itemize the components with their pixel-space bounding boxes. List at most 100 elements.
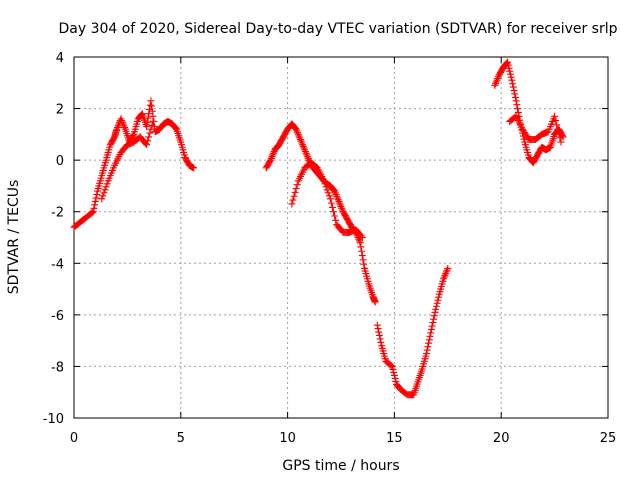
data-point xyxy=(333,192,341,200)
data-point xyxy=(359,256,367,264)
data-point xyxy=(297,137,305,145)
data-point xyxy=(387,362,395,370)
data-point xyxy=(102,183,110,191)
y-tick-label: 0 xyxy=(56,154,64,169)
data-point xyxy=(269,151,277,159)
data-point xyxy=(492,80,500,88)
data-point xyxy=(552,117,560,125)
data-point xyxy=(512,97,520,105)
data-point xyxy=(291,188,299,196)
data-point xyxy=(149,117,157,125)
data-point xyxy=(494,73,502,81)
data-point xyxy=(299,141,307,149)
data-point xyxy=(304,154,312,162)
data-point xyxy=(551,112,559,120)
x-tick-label: 10 xyxy=(279,431,296,446)
data-point xyxy=(90,204,98,212)
data-point xyxy=(268,153,276,161)
data-point xyxy=(333,194,341,202)
data-point xyxy=(511,90,519,98)
data-point xyxy=(294,129,302,137)
data-point xyxy=(144,114,152,122)
data-point xyxy=(336,201,344,209)
data-point xyxy=(358,247,366,255)
x-axis-label: GPS time / hours xyxy=(282,458,399,474)
data-point xyxy=(146,101,154,109)
data-point xyxy=(121,123,129,131)
data-point xyxy=(320,177,328,185)
data-point xyxy=(510,87,518,95)
data-point xyxy=(145,110,153,118)
data-point xyxy=(555,129,563,137)
data-point xyxy=(511,93,519,101)
data-point xyxy=(332,216,340,224)
data-point xyxy=(148,121,156,129)
data-point xyxy=(147,125,155,133)
data-point xyxy=(557,138,565,146)
data-point xyxy=(190,164,198,172)
data-point xyxy=(389,365,397,373)
y-tick-label: 4 xyxy=(56,51,64,66)
x-tick-label: 15 xyxy=(386,431,403,446)
data-point xyxy=(492,78,500,86)
y-tick-label: -6 xyxy=(51,309,64,324)
plot-frame xyxy=(73,56,609,419)
y-tick-label: 2 xyxy=(56,103,64,118)
data-point xyxy=(442,268,450,276)
data-point xyxy=(304,153,312,161)
data-point xyxy=(113,125,121,133)
x-tick-label: 20 xyxy=(493,431,510,446)
data-point xyxy=(493,76,501,84)
y-tick-label: -8 xyxy=(51,360,64,375)
data-point xyxy=(508,76,516,84)
data-point xyxy=(426,332,434,340)
data-point xyxy=(145,133,153,141)
data-point xyxy=(504,61,512,69)
data-point xyxy=(431,308,439,316)
data-point xyxy=(324,189,332,197)
x-tick-label: 0 xyxy=(70,431,78,446)
data-point xyxy=(293,181,301,189)
data-point xyxy=(423,346,431,354)
data-point xyxy=(98,195,106,203)
data-point xyxy=(440,275,448,283)
data-point xyxy=(424,343,432,351)
data-point xyxy=(336,199,344,207)
data-point xyxy=(93,191,101,199)
data-point xyxy=(148,102,156,110)
data-point xyxy=(335,197,343,205)
data-point xyxy=(301,146,309,154)
data-point xyxy=(422,350,430,358)
data-point xyxy=(171,123,179,131)
data-point xyxy=(356,239,364,247)
data-point xyxy=(289,196,297,204)
data-point xyxy=(432,302,440,310)
x-tick-label: 25 xyxy=(600,431,617,446)
y-tick-label: -2 xyxy=(51,206,64,221)
data-point xyxy=(118,118,126,126)
data-point xyxy=(101,186,109,194)
data-point xyxy=(358,234,366,241)
data-point xyxy=(331,212,339,220)
y-tick-label: -10 xyxy=(43,412,64,427)
data-point xyxy=(507,73,515,81)
data-point xyxy=(288,200,296,208)
data-point xyxy=(303,151,311,159)
data-point xyxy=(290,192,298,200)
data-point xyxy=(89,208,97,216)
data-point xyxy=(432,305,440,313)
data-point xyxy=(373,321,381,329)
data-point xyxy=(323,186,331,194)
data-point xyxy=(390,368,398,376)
data-point xyxy=(295,132,303,140)
data-point xyxy=(430,315,438,323)
data-point xyxy=(392,377,400,385)
data-point xyxy=(91,197,99,205)
data-point xyxy=(143,123,151,131)
data-point xyxy=(428,322,436,330)
data-point xyxy=(328,203,336,211)
data-point xyxy=(118,117,126,125)
data-point xyxy=(325,192,333,200)
data-point xyxy=(390,371,398,379)
